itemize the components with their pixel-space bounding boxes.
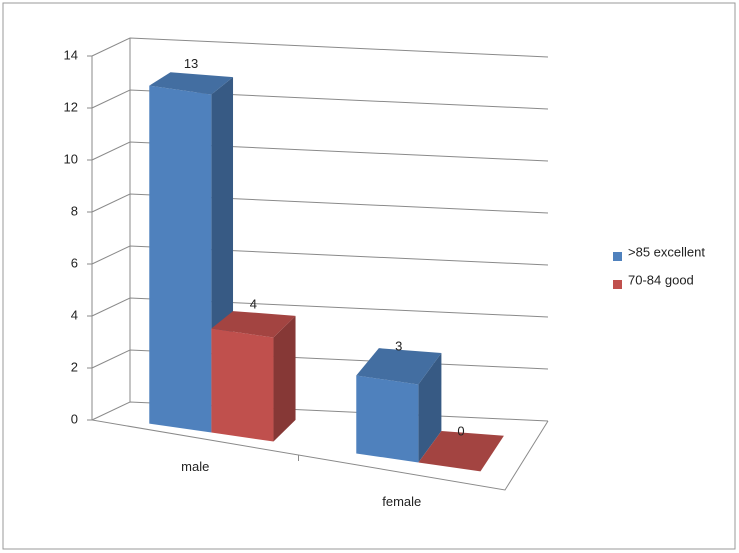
value-label: 4 [250,297,257,312]
bar-front [211,328,274,442]
bar-side [418,352,442,463]
bar-front [356,375,419,463]
y-tick-label: 4 [71,307,78,322]
y-tick-label: 2 [71,359,78,374]
value-label: 13 [184,56,198,71]
y-tick-label: 12 [64,99,78,114]
y-tick-label: 0 [71,411,78,426]
y-tick-label: 6 [71,255,78,270]
x-tick-label: female [382,494,421,509]
x-tick-label: male [181,459,209,474]
bar-top [356,348,442,385]
value-label: 3 [395,339,402,354]
bar-front [149,85,212,433]
y-tick-label: 14 [64,47,78,62]
y-tick-label: 10 [64,151,78,166]
bar-side [273,315,296,442]
y-tick-label: 8 [71,203,78,218]
legend-label: 70-84 good [628,272,694,287]
value-label: 0 [457,424,464,439]
legend-swatch [613,252,622,261]
bar-top [149,72,234,95]
bar-top [211,311,296,338]
legend-label: >85 excellent [628,244,705,259]
legend-swatch [613,280,622,289]
bar-top [418,430,504,472]
